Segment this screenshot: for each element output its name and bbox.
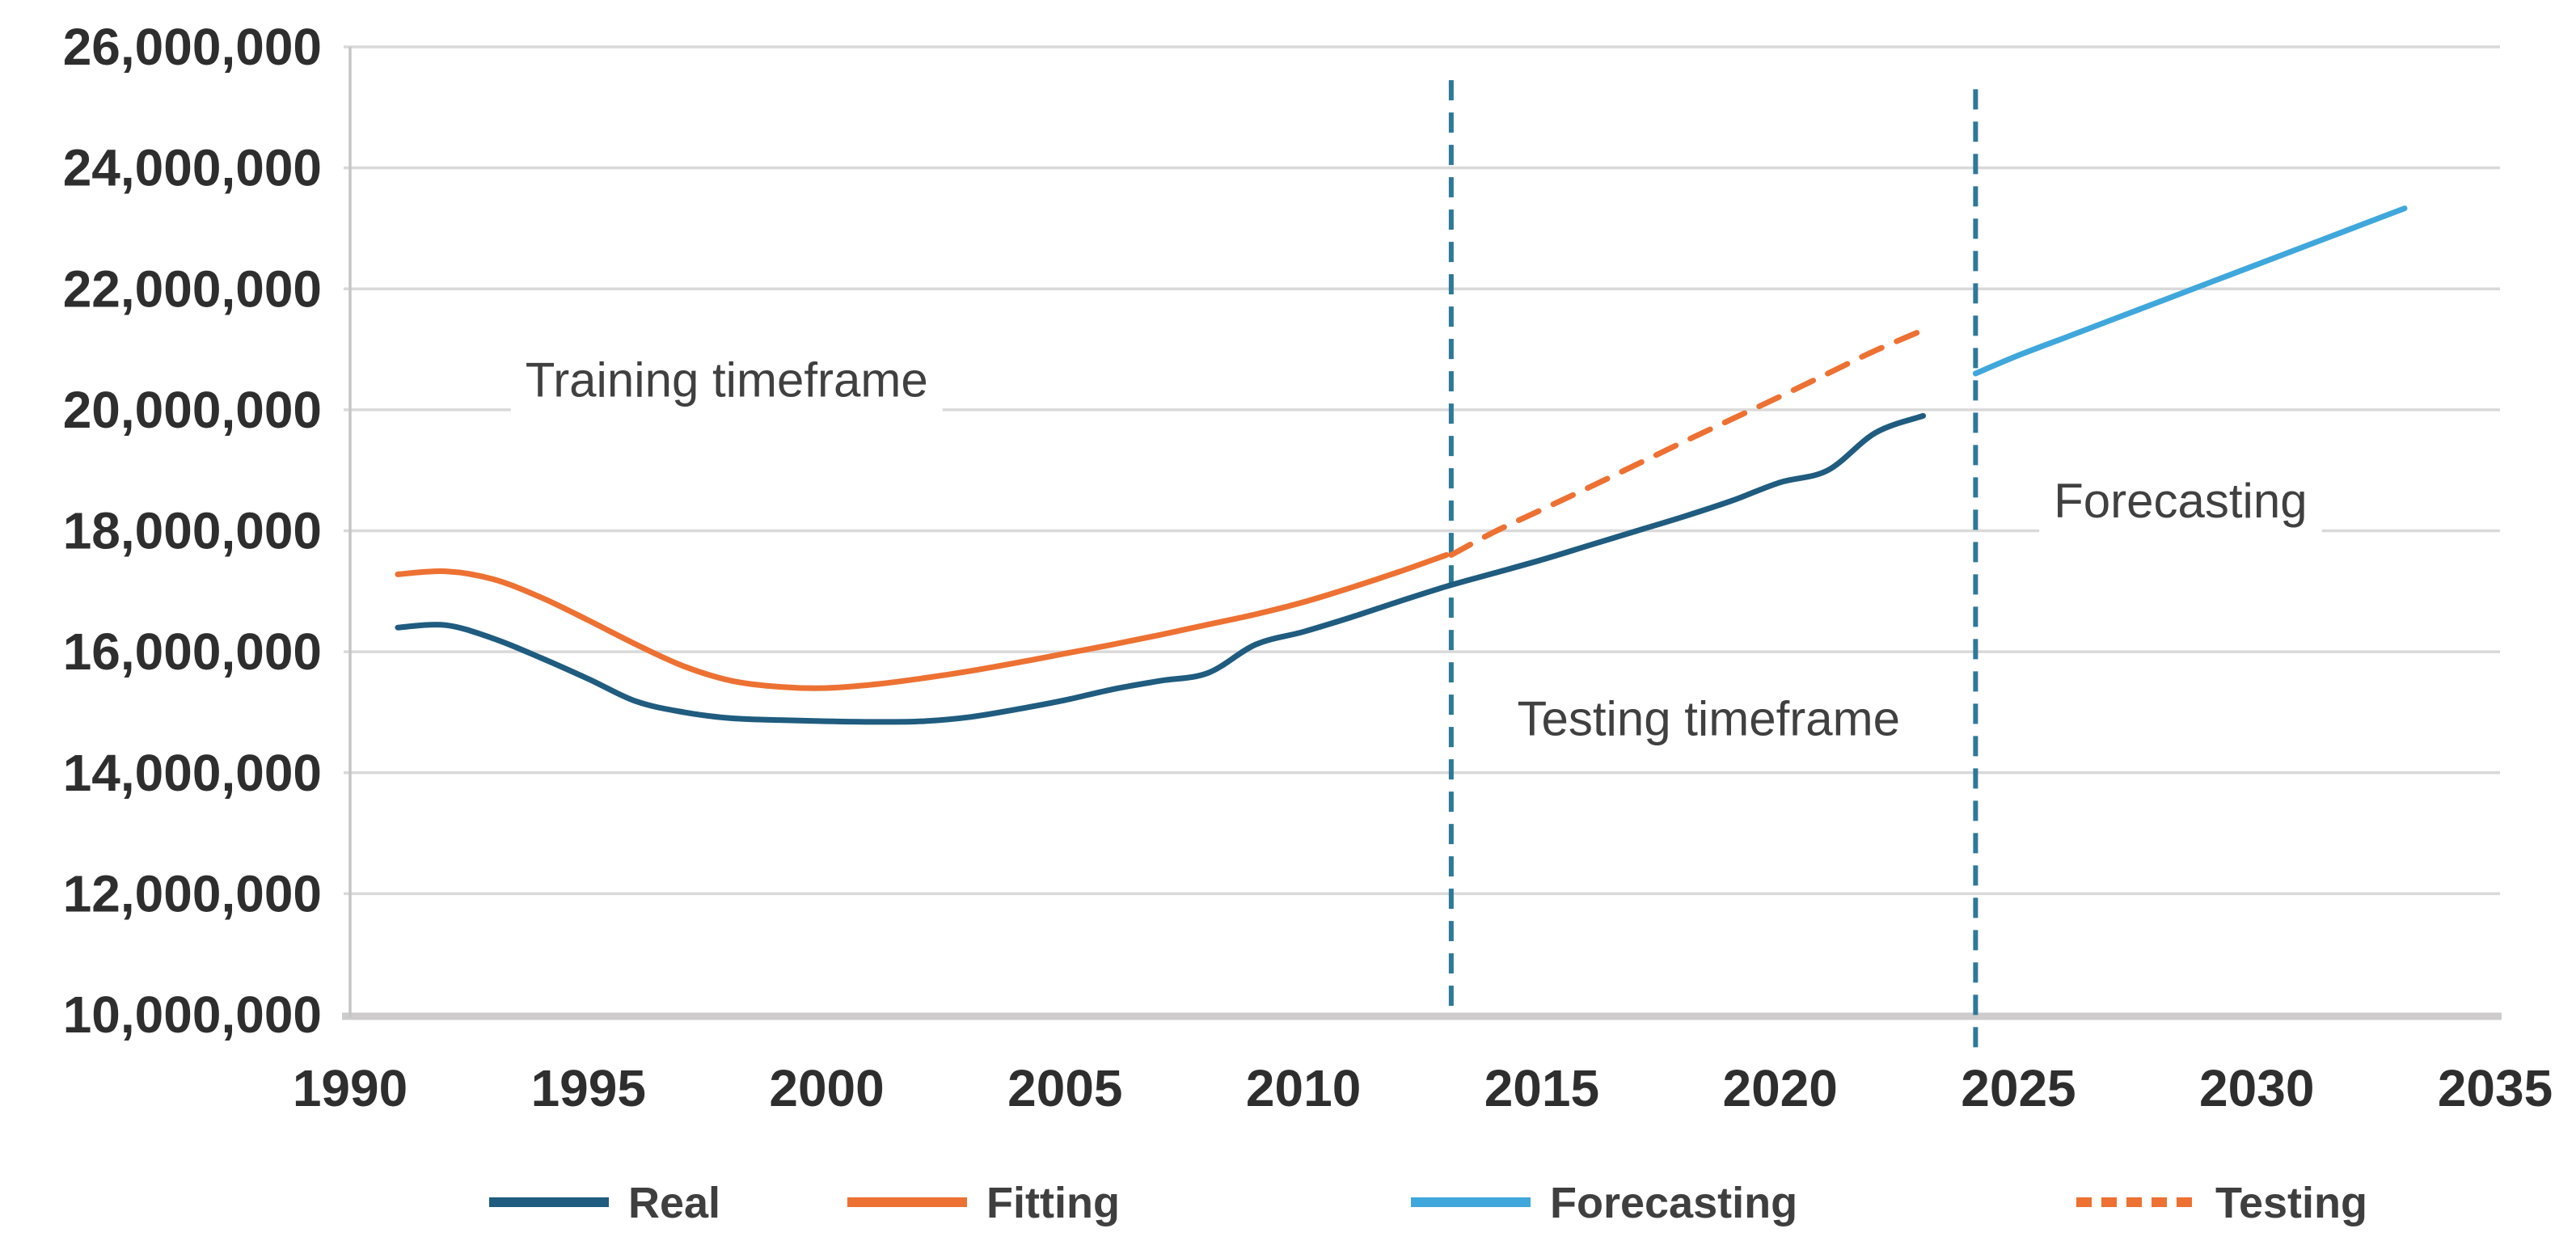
series-line-real — [395, 412, 1927, 725]
legend-item-forecasting: Forecasting — [1411, 1179, 1797, 1227]
annotation-label-box — [2039, 466, 2322, 537]
y-axis-tick-label: 10,000,000 — [63, 986, 322, 1044]
x-axis-tick-label: 1995 — [531, 1059, 646, 1117]
annotation-label-box — [1502, 683, 1915, 754]
x-axis-tick-label: 1990 — [293, 1059, 408, 1117]
x-axis-tick-label: 2035 — [2438, 1059, 2553, 1117]
legend-label: Real — [628, 1179, 720, 1227]
series-line-forecasting — [1972, 205, 2408, 377]
y-axis-tick-label: 14,000,000 — [63, 744, 322, 802]
y-axis-tick-label: 12,000,000 — [63, 864, 322, 922]
legend-label: Forecasting — [1550, 1179, 1797, 1227]
annotation-label-box — [510, 344, 943, 416]
x-axis-tick-label: 2025 — [1961, 1059, 2076, 1117]
y-axis-tick-label: 16,000,000 — [63, 623, 322, 681]
y-axis-tick-label: 24,000,000 — [63, 139, 322, 197]
legend-label: Fitting — [986, 1179, 1120, 1227]
annotation-label: Testing timeframe — [1517, 691, 1900, 745]
y-axis-tick-label: 26,000,000 — [63, 18, 322, 76]
annotation-training-timeframe: Training timeframe — [510, 344, 943, 416]
x-axis-tick-label: 2000 — [769, 1059, 884, 1117]
series-line-fitting — [395, 551, 1450, 691]
annotation-forecasting: Forecasting — [2039, 466, 2322, 537]
x-axis-tick-label: 2030 — [2199, 1059, 2314, 1117]
legend-item-fitting: Fitting — [847, 1179, 1120, 1227]
annotation-label: Training timeframe — [526, 352, 928, 407]
y-axis-tick-label: 22,000,000 — [63, 260, 322, 318]
x-axis-tick-label: 2005 — [1007, 1059, 1122, 1117]
x-axis-tick-label: 2015 — [1484, 1059, 1599, 1117]
legend-item-testing: Testing — [2076, 1179, 2367, 1227]
annotation-testing-timeframe: Testing timeframe — [1502, 683, 1915, 754]
series-line-testing — [1448, 325, 1931, 558]
legend-item-real: Real — [489, 1179, 720, 1227]
legend-label: Testing — [2215, 1179, 2367, 1227]
y-axis-tick-label: 20,000,000 — [63, 381, 322, 439]
x-axis-tick-label: 2020 — [1722, 1059, 1837, 1117]
annotation-label: Forecasting — [2054, 474, 2307, 528]
x-axis-tick-label: 2010 — [1246, 1059, 1361, 1117]
y-axis-tick-label: 18,000,000 — [63, 502, 322, 560]
